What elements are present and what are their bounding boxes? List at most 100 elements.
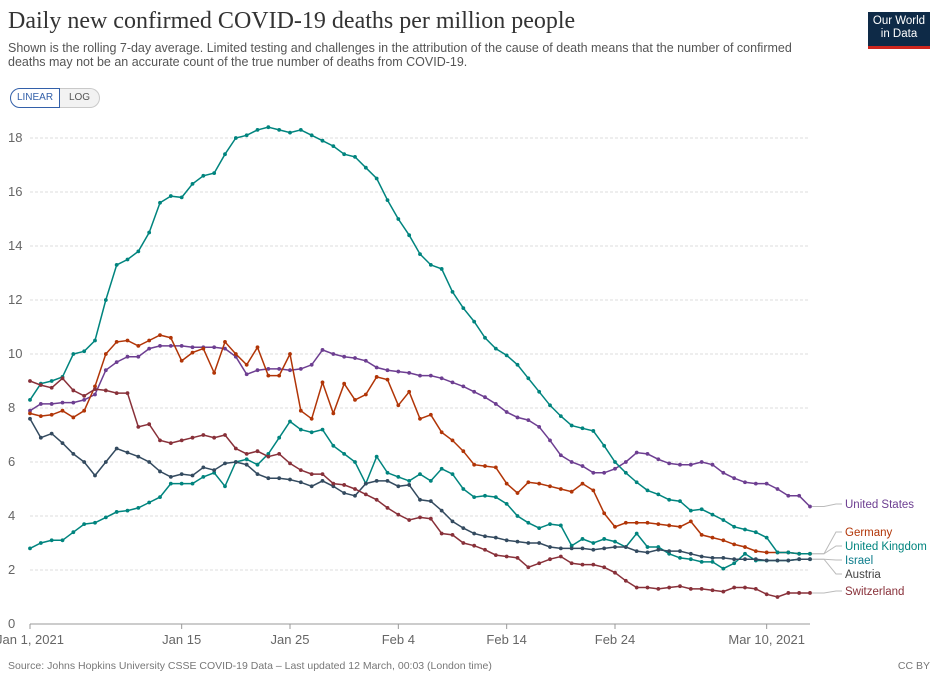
data-point bbox=[49, 402, 54, 406]
legend-label[interactable]: Israel bbox=[845, 555, 873, 567]
data-point bbox=[710, 555, 715, 560]
label-leader-line bbox=[812, 531, 842, 555]
linear-scale-button[interactable]: LINEAR bbox=[10, 88, 60, 108]
data-point bbox=[179, 344, 184, 348]
data-point bbox=[667, 523, 672, 528]
data-point bbox=[515, 555, 520, 560]
owid-logo[interactable]: Our World in Data bbox=[868, 12, 930, 49]
data-point bbox=[277, 452, 282, 456]
data-point bbox=[179, 358, 184, 363]
data-point bbox=[233, 460, 238, 464]
data-point bbox=[255, 472, 260, 477]
data-point bbox=[710, 535, 715, 540]
data-point bbox=[114, 263, 119, 267]
series-line bbox=[29, 418, 810, 562]
data-point bbox=[179, 472, 184, 477]
data-point bbox=[244, 457, 249, 462]
data-point bbox=[450, 438, 455, 443]
data-point bbox=[743, 480, 747, 485]
data-point bbox=[775, 558, 780, 563]
data-point bbox=[93, 384, 97, 389]
data-point bbox=[537, 481, 542, 486]
legend-label[interactable]: Germany bbox=[845, 527, 893, 539]
data-point bbox=[298, 480, 303, 485]
data-point bbox=[342, 491, 347, 495]
data-point bbox=[147, 230, 152, 235]
data-point bbox=[775, 550, 780, 555]
data-point bbox=[147, 338, 152, 343]
log-scale-button[interactable]: LOG bbox=[60, 88, 100, 108]
legend-label[interactable]: United States bbox=[845, 499, 914, 511]
data-point bbox=[168, 344, 173, 348]
data-point bbox=[613, 524, 617, 529]
data-point bbox=[342, 381, 347, 386]
series-line bbox=[29, 126, 810, 555]
data-point bbox=[168, 194, 173, 198]
series-united-states[interactable] bbox=[28, 344, 812, 509]
data-point bbox=[667, 585, 672, 590]
data-point bbox=[82, 522, 87, 526]
data-point bbox=[353, 460, 357, 464]
data-point bbox=[558, 546, 563, 551]
data-point bbox=[353, 398, 357, 402]
data-point bbox=[277, 373, 282, 378]
data-point bbox=[743, 551, 747, 556]
data-point bbox=[439, 531, 444, 536]
series-austria[interactable] bbox=[28, 416, 812, 563]
y-tick-label: 16 bbox=[8, 184, 22, 199]
data-point bbox=[190, 350, 195, 355]
data-point bbox=[255, 462, 260, 467]
data-point bbox=[699, 507, 704, 512]
data-point bbox=[28, 411, 32, 416]
legend-label[interactable]: Austria bbox=[845, 569, 881, 581]
data-point bbox=[645, 520, 650, 525]
data-point bbox=[656, 522, 661, 526]
data-point bbox=[569, 546, 574, 551]
data-point bbox=[136, 344, 141, 348]
data-point bbox=[125, 338, 130, 343]
data-point bbox=[266, 476, 271, 481]
data-point bbox=[60, 400, 65, 405]
data-point bbox=[602, 470, 607, 475]
data-point bbox=[526, 541, 531, 545]
data-point bbox=[472, 319, 477, 324]
data-point bbox=[363, 492, 368, 497]
data-point bbox=[147, 500, 152, 505]
series-united-kingdom[interactable] bbox=[28, 125, 812, 556]
data-point bbox=[93, 387, 97, 391]
data-point bbox=[710, 462, 715, 467]
legend-label[interactable]: Switzerland bbox=[845, 586, 904, 598]
series-switzerland[interactable] bbox=[28, 376, 812, 599]
data-point bbox=[60, 441, 65, 445]
data-point bbox=[125, 391, 130, 396]
data-point bbox=[450, 472, 455, 477]
license-link[interactable]: CC BY bbox=[897, 660, 930, 672]
data-point bbox=[688, 519, 693, 524]
series-germany[interactable] bbox=[28, 333, 812, 556]
data-point bbox=[537, 561, 542, 566]
y-axis-ticks: 0 2 4 6 8 10 12 14 16 18 bbox=[8, 130, 22, 631]
data-point bbox=[309, 362, 314, 367]
data-point bbox=[212, 171, 217, 176]
data-point bbox=[385, 470, 390, 475]
data-point bbox=[309, 133, 314, 138]
data-point bbox=[483, 395, 487, 400]
data-point bbox=[797, 591, 802, 595]
data-point bbox=[288, 477, 292, 482]
data-point bbox=[656, 587, 661, 591]
data-point bbox=[320, 427, 325, 432]
data-point bbox=[504, 538, 509, 543]
data-point bbox=[158, 495, 162, 499]
data-point bbox=[212, 470, 217, 475]
data-point bbox=[288, 461, 292, 466]
data-point bbox=[277, 435, 282, 440]
data-point bbox=[558, 554, 563, 559]
x-tick-label: Feb 14 bbox=[486, 632, 526, 647]
data-point bbox=[309, 484, 314, 489]
data-point bbox=[93, 338, 97, 343]
legend-label[interactable]: United Kingdom bbox=[845, 541, 927, 553]
data-point bbox=[710, 512, 715, 517]
data-point bbox=[114, 446, 119, 451]
data-point bbox=[179, 438, 184, 443]
series-israel[interactable] bbox=[28, 419, 812, 571]
